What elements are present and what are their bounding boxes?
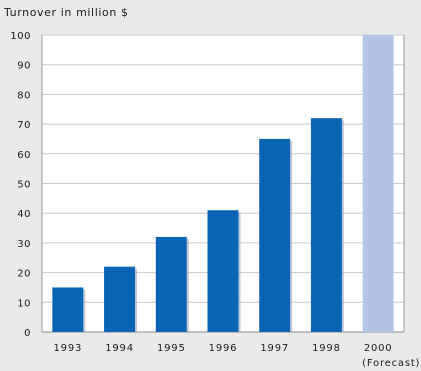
y-tick-label: 70	[17, 120, 31, 131]
bar-forecast	[362, 35, 394, 332]
bar	[104, 266, 136, 332]
bar-shadow	[135, 268, 138, 332]
y-tick-label: 0	[24, 328, 31, 339]
y-tick-label: 20	[17, 269, 31, 280]
bar	[259, 138, 291, 332]
x-tick-label: 1994	[105, 343, 134, 354]
y-tick-label: 60	[17, 150, 31, 161]
chart-title: Turnover in million $	[3, 6, 129, 19]
x-tick-label: 1995	[157, 343, 186, 354]
x-tick-label: 1998	[312, 343, 341, 354]
bar-shadow	[341, 120, 344, 332]
x-tick-label: 1993	[54, 343, 83, 354]
bar-shadow	[83, 289, 86, 332]
y-tick-label: 80	[17, 90, 31, 101]
bar-shadow	[186, 238, 189, 332]
x-tick-label: 2000	[364, 343, 393, 354]
bar-shadow	[238, 212, 241, 332]
bar	[52, 287, 84, 332]
y-tick-label: 90	[17, 61, 31, 72]
y-tick-label: 30	[17, 239, 31, 250]
bar-shadow	[290, 140, 293, 332]
x-tick-label: 1996	[209, 343, 238, 354]
bar	[310, 118, 342, 332]
y-tick-label: 50	[17, 180, 31, 191]
y-tick-label: 40	[17, 209, 31, 220]
y-tick-label: 100	[10, 31, 31, 42]
bar	[207, 210, 239, 332]
x-tick-note: (Forecast)	[362, 358, 420, 369]
bar	[155, 236, 187, 332]
y-tick-label: 10	[17, 298, 31, 309]
x-tick-label: 1997	[260, 343, 289, 354]
